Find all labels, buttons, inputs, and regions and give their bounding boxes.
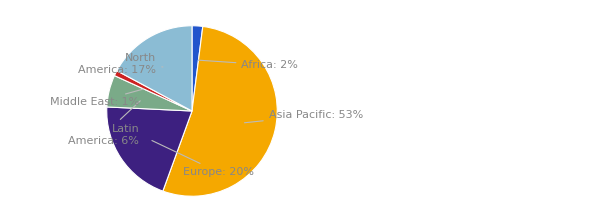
Wedge shape: [107, 107, 192, 191]
Wedge shape: [115, 71, 192, 111]
Text: North
America: 17%: North America: 17%: [78, 53, 163, 75]
Text: Latin
America: 6%: Latin America: 6%: [68, 101, 140, 146]
Text: Asia Pacific: 53%: Asia Pacific: 53%: [244, 110, 363, 123]
Wedge shape: [107, 75, 192, 111]
Wedge shape: [192, 26, 203, 111]
Wedge shape: [163, 26, 277, 196]
Wedge shape: [117, 26, 192, 111]
Text: Europe: 20%: Europe: 20%: [152, 141, 254, 177]
Text: Africa: 2%: Africa: 2%: [198, 60, 298, 70]
Text: Middle East: 1%: Middle East: 1%: [50, 89, 143, 107]
